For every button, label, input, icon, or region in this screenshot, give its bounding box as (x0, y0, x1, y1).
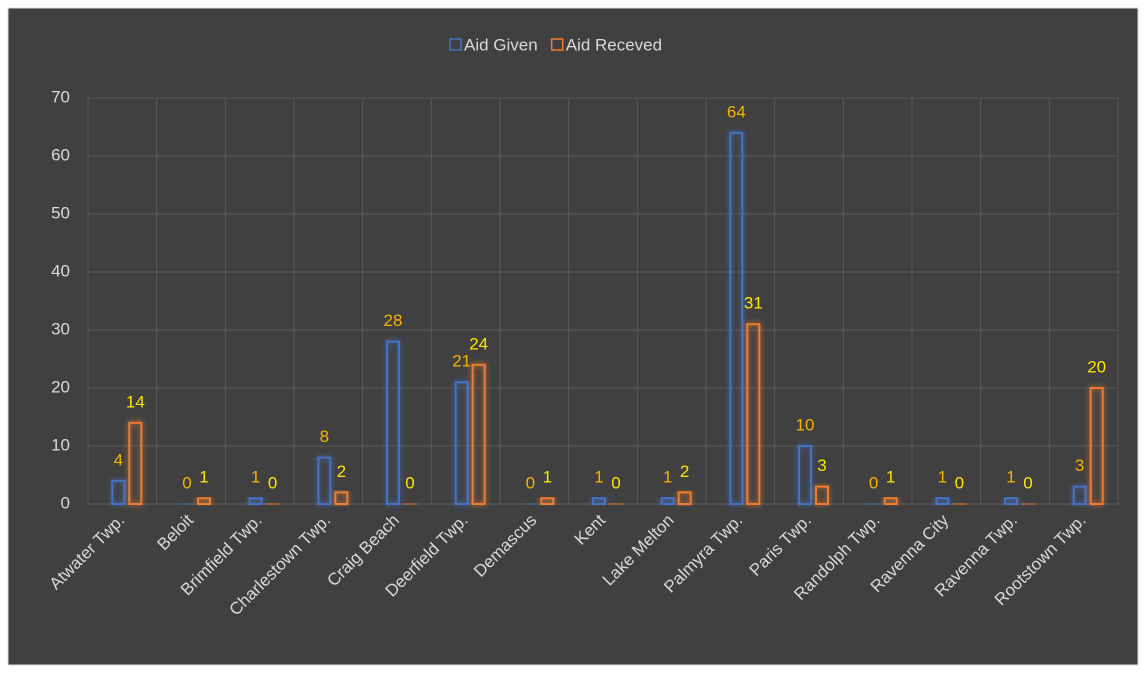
data-label: 0 (955, 473, 964, 492)
y-tick-label: 50 (51, 203, 70, 222)
bar (248, 497, 263, 506)
bar (386, 340, 400, 505)
data-label: 2 (680, 462, 689, 481)
legend-label: Aid Receved (566, 35, 662, 54)
data-label: 1 (251, 468, 260, 487)
bar (746, 323, 761, 506)
data-label: 64 (727, 102, 746, 121)
data-label: 8 (320, 427, 329, 446)
bar (883, 497, 898, 506)
y-tick-label: 20 (51, 377, 70, 396)
y-tick-label: 60 (51, 145, 70, 164)
data-label: 0 (268, 473, 277, 492)
data-label: 0 (182, 473, 191, 492)
legend-key (449, 38, 462, 51)
data-label: 4 (114, 450, 123, 469)
data-label: 1 (886, 468, 895, 487)
bar (317, 456, 332, 506)
bar (471, 363, 486, 505)
bar (111, 479, 126, 505)
data-label: 0 (611, 473, 620, 492)
bar (815, 485, 829, 506)
data-label: 3 (1075, 456, 1084, 475)
data-label: 24 (469, 334, 488, 353)
data-label: 0 (405, 473, 414, 492)
data-label: 0 (869, 473, 878, 492)
legend-label: Aid Given (464, 35, 538, 54)
legend-key (550, 38, 564, 51)
data-label: 1 (199, 468, 208, 487)
bar (197, 497, 211, 506)
bar (798, 445, 812, 505)
bar (334, 491, 349, 505)
data-label: 21 (452, 352, 471, 371)
y-tick-label: 70 (51, 87, 70, 106)
y-tick-label: 30 (51, 319, 70, 338)
bar (660, 497, 675, 506)
bar (1004, 497, 1018, 506)
data-label: 1 (543, 468, 552, 487)
bar (1072, 485, 1087, 506)
data-label: 3 (817, 456, 826, 475)
bar (540, 497, 555, 506)
data-label: 1 (938, 468, 947, 487)
bar (454, 381, 469, 506)
data-label: 20 (1087, 357, 1106, 376)
data-label: 1 (594, 468, 603, 487)
data-label: 1 (1006, 468, 1015, 487)
bar (729, 131, 744, 506)
data-label: 31 (744, 294, 763, 313)
chart-background (7, 7, 1139, 666)
y-tick-label: 40 (51, 261, 70, 280)
data-label: 14 (126, 392, 145, 411)
data-label: 0 (1023, 473, 1032, 492)
bar (935, 497, 950, 506)
data-label: 0 (526, 473, 535, 492)
bar (592, 497, 606, 506)
bar (128, 421, 143, 505)
data-label: 28 (384, 311, 403, 330)
data-label: 1 (663, 468, 672, 487)
data-label: 2 (337, 462, 346, 481)
y-tick-label: 0 (61, 493, 70, 512)
data-label: 10 (796, 415, 815, 434)
y-tick-label: 10 (51, 435, 70, 454)
bar (1089, 387, 1104, 505)
bar (677, 491, 692, 505)
